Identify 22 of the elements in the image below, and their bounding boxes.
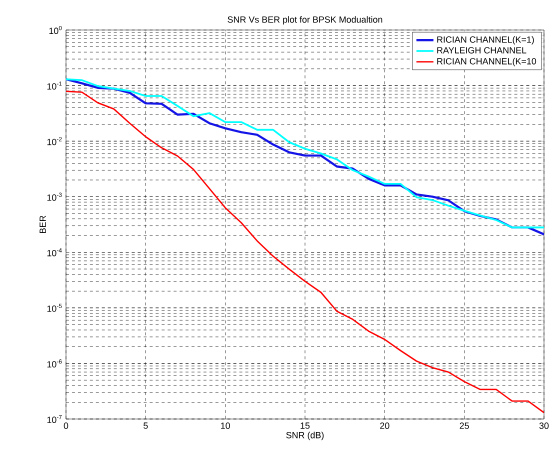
y-tick-label: 10$^{-5}$ xyxy=(47,304,62,312)
legend-label: RICIAN CHANNEL(K=10 xyxy=(437,58,536,66)
x-tick-label: 0 xyxy=(64,422,68,429)
legend-label: RICIAN CHANNEL(K=1) xyxy=(437,36,534,44)
x-tick-label: 30 xyxy=(539,422,549,429)
y-tick-label: 10$^{-1}$ xyxy=(47,82,62,90)
y-tick-label: 10$^{-7}$ xyxy=(47,415,62,424)
y-tick-label: 10$^{-6}$ xyxy=(47,359,62,368)
x-tick-label: 15 xyxy=(300,422,310,429)
line-series xyxy=(66,90,544,414)
x-axis-title: SNR (dB) xyxy=(286,432,324,440)
y-tick-label: 10$^{-2}$ xyxy=(47,137,62,146)
y-tick-label: 10$^{0}$ xyxy=(49,26,62,34)
y-tick-label: 10$^{-4}$ xyxy=(47,248,62,256)
x-tick-label: 10 xyxy=(221,422,230,429)
y-tick-label: 10$^{-3}$ xyxy=(47,192,62,201)
y-axis-title: BER xyxy=(40,216,46,233)
x-tick-label: 20 xyxy=(380,422,390,429)
x-tick-label: 25 xyxy=(460,422,469,429)
legend-label: RAYLEIGH CHANNEL xyxy=(437,47,526,54)
chart-title: SNR Vs BER plot for BPSK Modualtion xyxy=(228,16,382,24)
x-tick-label: 5 xyxy=(144,422,148,429)
